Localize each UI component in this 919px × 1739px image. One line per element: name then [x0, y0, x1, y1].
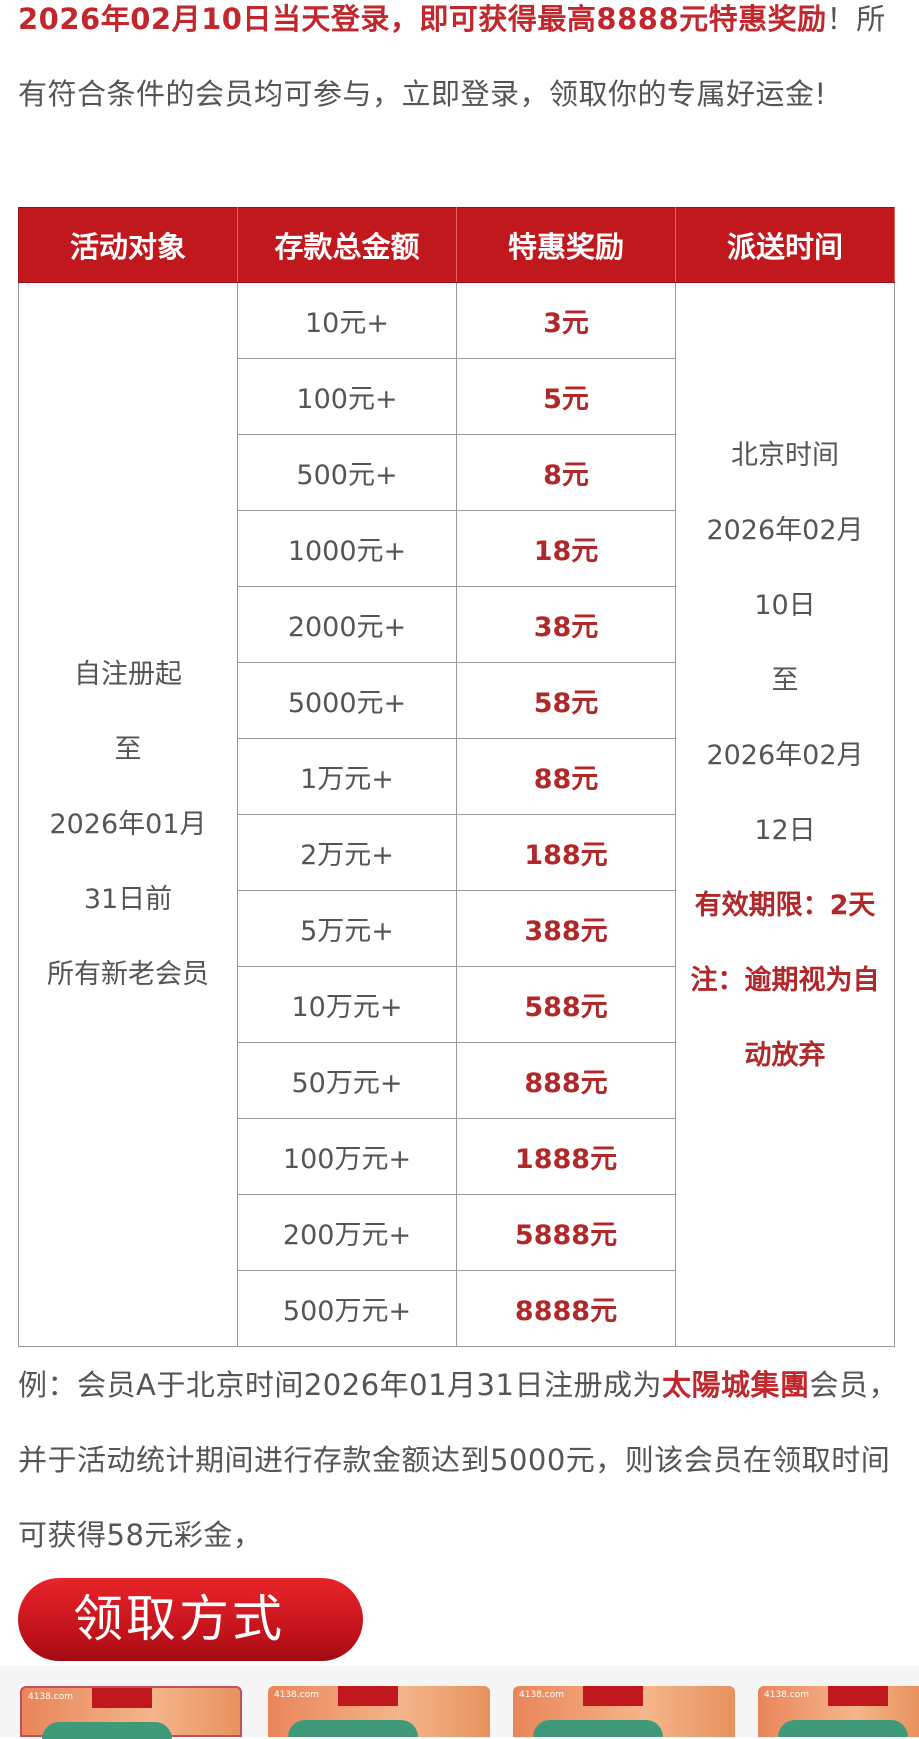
time-line: 至 [771, 665, 799, 696]
intro-highlight: 2026年02月10日当天登录，即可获得最高8888元特惠奖励 [18, 2, 827, 36]
promo-thumbnail[interactable]: 4138.com [20, 1686, 242, 1739]
brand-name: 太陽城集團 [661, 1368, 810, 1402]
thumbnail-logo: 4138.com [274, 1690, 319, 1700]
deposit-cell: 2000元+ [237, 586, 457, 663]
table-row: 1万元+ 88元 [19, 738, 895, 815]
reward-cell: 5888元 [456, 1194, 676, 1271]
reward-cell: 588元 [456, 966, 676, 1043]
thumbnail-tag [338, 1686, 398, 1706]
reward-cell: 388元 [456, 890, 676, 967]
reward-cell: 888元 [456, 1042, 676, 1119]
deposit-cell: 5万元+ [237, 890, 457, 967]
promo-thumbnail[interactable]: 4138.com [268, 1686, 490, 1737]
table-row: 200万元+ 5888元 [19, 1194, 895, 1271]
header-row: 活动对象 存款总金额 特惠奖励 派送时间 [18, 207, 895, 283]
reward-cell: 18元 [456, 510, 676, 587]
reward-cell: 5元 [456, 358, 676, 435]
thumbnail-banner-art [42, 1722, 172, 1739]
table-row: 2000元+ 38元 [19, 586, 895, 663]
deposit-cell: 1万元+ [237, 738, 457, 815]
example-part1: 例：会员A于北京时间2026年01月31日注册成为 [18, 1368, 662, 1402]
deposit-cell: 2万元+ [237, 814, 457, 891]
deposit-cell: 500元+ [237, 434, 457, 511]
thumbnail-banner-art [778, 1720, 908, 1737]
time-cell: 北京时间 2026年02月 10日至 2026年02月 12日有效期限：2天注：逾期视为… [675, 282, 895, 1347]
table-row: 自注册起至 2026年01月 31日前 所有新老会员 10元+ 3元 北京时间 2026年02… [18, 282, 895, 1347]
time-line: 北京时间 [731, 440, 839, 471]
thumbnail-logo: 4138.com [28, 1692, 73, 1702]
thumbnail-banner-art [288, 1720, 418, 1737]
table-row: 500元+ 8元 [19, 434, 895, 511]
target-line: 自注册起 [74, 659, 182, 690]
reward-cell: 3元 [456, 282, 676, 359]
thumbnail-tag [92, 1688, 152, 1708]
deposit-cell: 500万元+ [237, 1270, 457, 1347]
deposit-cell: 5000元+ [237, 662, 457, 739]
target-cell: 自注册起至 2026年01月 31日前所有新老会员 [18, 282, 238, 1347]
table-row: 500万元+ 8888元 [19, 1270, 895, 1347]
reward-cell: 1888元 [456, 1118, 676, 1195]
deposit-cell: 200万元+ [237, 1194, 457, 1271]
thumbnail-logo: 4138.com [519, 1690, 564, 1700]
table-row: 100万元+ 1888元 [19, 1118, 895, 1195]
example-text: 例：会员A于北京时间2026年01月31日注册成为太陽城集團会员，并于活动统计期… [18, 1348, 903, 1573]
deposit-cell: 10元+ [237, 282, 457, 359]
intro-rest: ！所有符合条件的会员均可参与，立即登录，领取你的专属好运金! [18, 2, 886, 111]
reward-cell: 8888元 [456, 1270, 676, 1347]
column-header: 派送时间 [675, 207, 895, 283]
time-line: 10日 [754, 590, 816, 621]
time-note: 注：逾期视为自动放弃 [690, 965, 880, 1071]
column-header: 存款总金额 [237, 207, 457, 283]
reward-table: 活动对象 存款总金额 特惠奖励 派送时间 自注册起至 2026年01月 31日前 所有新老会… [18, 207, 895, 1347]
table-row: 50万元+ 888元 [19, 1042, 895, 1119]
example-part2: 会员，并于活动统计期间进行存款金额达到5000元，则该会员在领取时间可获得58元… [18, 1368, 898, 1552]
column-header: 特惠奖励 [456, 207, 676, 283]
deposit-cell: 1000元+ [237, 510, 457, 587]
target-line: 31日前 [83, 884, 173, 915]
table-row: 100元+ 5元 [19, 358, 895, 435]
reward-cell: 88元 [456, 738, 676, 815]
time-line: 2026年02月 [706, 740, 864, 771]
intro-text: 2026年02月10日当天登录，即可获得最高8888元特惠奖励！所有符合条件的会… [18, 0, 903, 132]
time-line: 12日 [754, 815, 816, 846]
thumbnail-tag [828, 1686, 888, 1706]
claim-method-button[interactable]: 领取方式 [18, 1578, 363, 1661]
deposit-cell: 10万元+ [237, 966, 457, 1043]
thumbnail-tag [583, 1686, 643, 1706]
promo-thumbnail[interactable]: 4138.com [758, 1686, 919, 1737]
thumbnail-strip[interactable]: 4138.com 4138.com 4138.com 4138.com [0, 1666, 919, 1739]
promo-thumbnail[interactable]: 4138.com [513, 1686, 735, 1737]
reward-cell: 38元 [456, 586, 676, 663]
target-line: 至 [114, 734, 142, 765]
deposit-cell: 100元+ [237, 358, 457, 435]
time-line: 2026年02月 [706, 515, 864, 546]
thumbnail-logo: 4138.com [764, 1690, 809, 1700]
reward-cell: 58元 [456, 662, 676, 739]
deposit-cell: 50万元+ [237, 1042, 457, 1119]
deposit-cell: 100万元+ [237, 1118, 457, 1195]
table-row: 10万元+ 588元 [19, 966, 895, 1043]
table-row: 1000元+ 18元 [19, 510, 895, 587]
table-row: 5万元+ 388元 [19, 890, 895, 967]
reward-cell: 188元 [456, 814, 676, 891]
time-note: 有效期限：2天 [694, 890, 876, 921]
target-line: 2026年01月 [49, 809, 207, 840]
target-line: 所有新老会员 [47, 959, 209, 990]
thumbnail-banner-art [533, 1720, 663, 1737]
column-header: 活动对象 [18, 207, 238, 283]
table-row: 5000元+ 58元 [19, 662, 895, 739]
reward-cell: 8元 [456, 434, 676, 511]
